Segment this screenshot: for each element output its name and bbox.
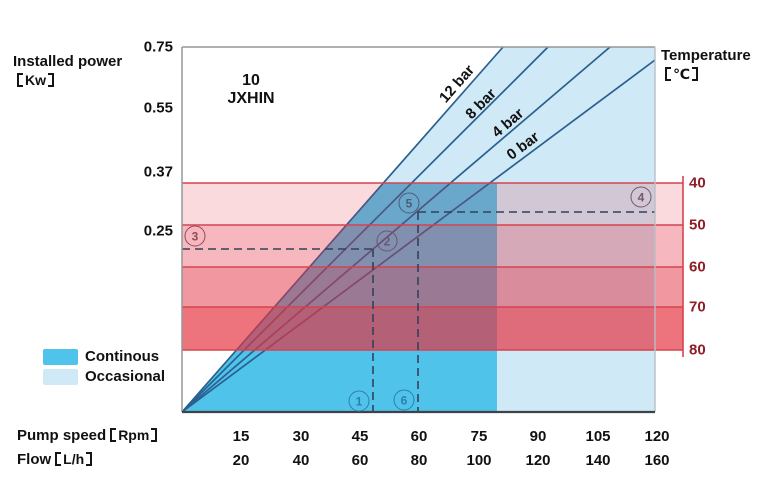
pressure-line-0bar <box>181 59 656 413</box>
flow-tick-20: 20 <box>232 452 250 469</box>
flow-tick-160: 160 <box>644 452 670 469</box>
temp-axis-unit-text: ℃ <box>673 66 690 82</box>
model-size: 10 <box>242 72 260 89</box>
right-bracket-icon <box>151 428 158 442</box>
legend-continuous: Continous <box>43 348 159 365</box>
pressure-line-8bar <box>181 46 549 413</box>
y-axis-title-text: Installed power <box>13 53 123 70</box>
pump-speed-unit-text: Rpm <box>118 427 150 443</box>
left-bracket-icon <box>110 428 117 442</box>
y-tick-055: 0.55 <box>143 99 173 117</box>
flow-tick-100: 100 <box>466 452 492 469</box>
temp-band-50-60 <box>182 225 683 267</box>
pump-tick-15: 15 <box>232 428 250 445</box>
flow-label-text: Flow <box>17 451 52 468</box>
continuous-swatch <box>43 348 78 365</box>
marker-4: 4 <box>630 186 652 208</box>
temp-band-40-50 <box>182 183 683 225</box>
flow-unit-text: L/h <box>63 451 85 467</box>
legend-occasional: Occasional <box>43 368 165 385</box>
pressure-line-12bar <box>181 46 504 413</box>
y-tick-075: 0.75 <box>143 38 173 56</box>
pump-tick-30: 30 <box>292 428 310 445</box>
pump-tick-90: 90 <box>529 428 547 445</box>
continuous-label: Continous <box>85 348 160 365</box>
marker-1: 1 <box>348 390 370 412</box>
temp-axis-title: Temperature ℃ <box>661 46 751 84</box>
temp-tick-60: 60 <box>689 258 706 276</box>
flow-tick-60: 60 <box>351 452 369 469</box>
temp-tick-50: 50 <box>689 216 706 234</box>
pump-tick-75: 75 <box>470 428 488 445</box>
occasional-label: Occasional <box>85 368 166 385</box>
pump-tick-105: 105 <box>585 428 611 445</box>
temp-tick-40: 40 <box>689 174 706 192</box>
pump-tick-120: 120 <box>644 428 670 445</box>
temp-tick-80: 80 <box>689 341 706 359</box>
pump-tick-60: 60 <box>410 428 428 445</box>
flow-tick-80: 80 <box>410 452 428 469</box>
flow-tick-140: 140 <box>585 452 611 469</box>
y-axis-unit: Kw <box>13 71 122 90</box>
unit-brackets: ℃ <box>665 67 698 81</box>
model-name: JXHIN <box>227 90 275 107</box>
flow-tick-40: 40 <box>292 452 310 469</box>
flow-tick-120: 120 <box>525 452 551 469</box>
unit-brackets: L/h <box>55 451 93 467</box>
unit-brackets: Rpm <box>110 427 158 443</box>
occasional-swatch <box>43 368 78 385</box>
right-bracket-icon <box>86 452 93 466</box>
temp-axis-title-text: Temperature <box>661 47 751 64</box>
left-bracket-icon <box>665 67 671 81</box>
y-tick-037: 0.37 <box>143 163 173 181</box>
marker-3: 3 <box>184 225 206 247</box>
temp-band-70-80 <box>182 307 683 350</box>
y-axis-title: Installed power Kw <box>13 52 122 90</box>
marker-5: 5 <box>398 192 420 214</box>
temp-band-60-70 <box>182 267 683 307</box>
y-axis-unit-text: Kw <box>25 72 46 88</box>
left-bracket-icon <box>55 452 62 466</box>
temp-tick-70: 70 <box>689 298 706 316</box>
pump-tick-45: 45 <box>351 428 369 445</box>
pump-speed-axis-label: Pump speed Rpm <box>17 427 158 444</box>
right-bracket-icon <box>48 73 54 87</box>
marker-2: 2 <box>376 230 398 252</box>
pressure-line-4bar <box>181 46 611 413</box>
flow-axis-label: Flow L/h <box>17 451 93 468</box>
model-label: 10 JXHIN <box>227 72 274 108</box>
unit-brackets: Kw <box>17 73 54 87</box>
marker-6: 6 <box>393 389 415 411</box>
temp-axis-unit: ℃ <box>661 65 751 84</box>
y-tick-025: 0.25 <box>143 222 173 240</box>
right-bracket-icon <box>691 67 698 81</box>
left-bracket-icon <box>17 73 23 87</box>
pump-speed-label-text: Pump speed <box>17 427 107 444</box>
